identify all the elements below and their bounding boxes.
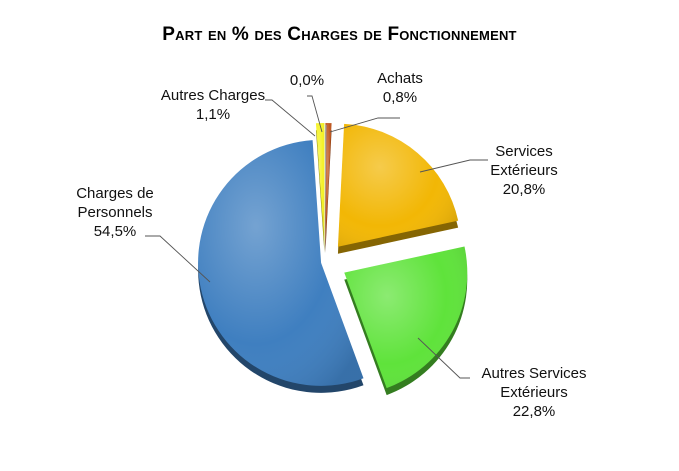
slice-label: Personnels xyxy=(77,204,152,221)
pie-slice-gloss xyxy=(198,140,364,386)
slice-label: 1,1% xyxy=(196,106,230,123)
pie-slice-gloss xyxy=(337,123,459,247)
slice-label: 22,8% xyxy=(513,403,556,420)
pie-slice-gloss xyxy=(315,123,325,247)
slice-label: Achats xyxy=(377,70,423,87)
slice-label: 0,8% xyxy=(383,89,417,106)
slice-label: Services xyxy=(495,143,553,160)
leader-line xyxy=(417,337,470,379)
leader-line xyxy=(145,235,211,283)
leader-line xyxy=(329,117,400,133)
slice-label: Autres Charges xyxy=(161,87,265,104)
leader-line xyxy=(307,95,323,133)
slice-label: 20,8% xyxy=(503,181,546,198)
slice-label: 54,5% xyxy=(94,223,137,240)
chart-title: Part en % des Charges de Fonctionnement xyxy=(162,24,517,45)
pie-slice-gloss xyxy=(325,123,332,247)
pie-slice-gloss xyxy=(344,246,468,389)
leader-line xyxy=(419,159,488,173)
slice-label: Charges de xyxy=(76,185,154,202)
leader-line xyxy=(265,99,316,137)
pie-slice-gloss xyxy=(325,125,327,249)
slice-label: Extérieurs xyxy=(500,384,568,401)
slice-label: Autres Services xyxy=(481,365,586,382)
slice-label: 0,0% xyxy=(290,72,324,89)
slice-label: Extérieurs xyxy=(490,162,558,179)
